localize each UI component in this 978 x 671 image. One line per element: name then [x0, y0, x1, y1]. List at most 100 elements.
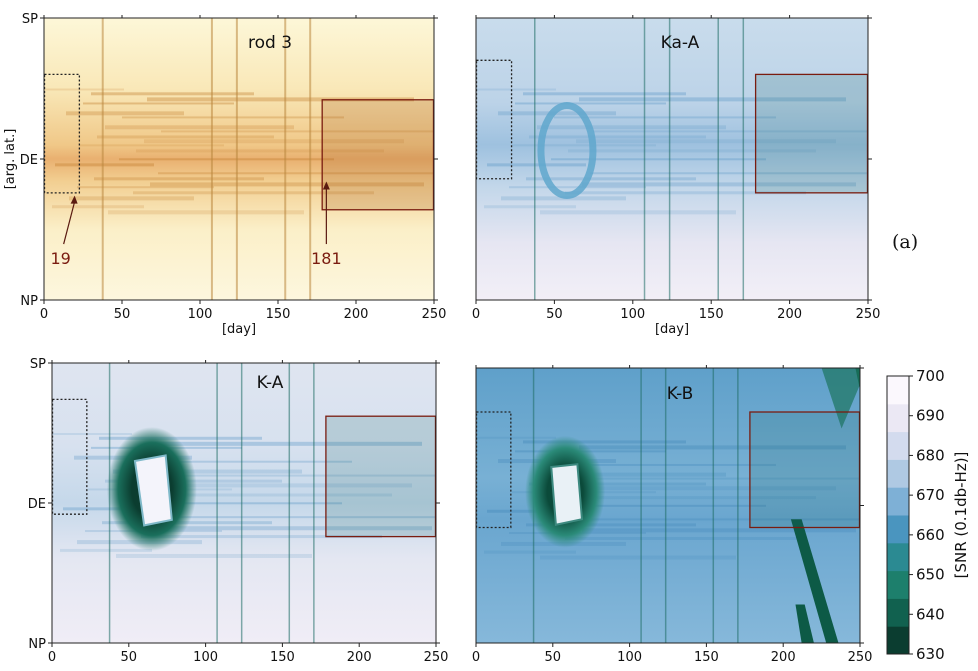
y-axis-label: [arg. lat.]: [3, 129, 18, 190]
x-tick-label: 250: [856, 307, 881, 322]
texture-streak: [158, 526, 432, 531]
heatmap-background: [44, 18, 434, 300]
box-shading: [325, 416, 436, 537]
x-tick-label: 100: [620, 307, 645, 322]
colorbar-step: [887, 570, 909, 599]
gap-line: [313, 363, 315, 643]
x-tick-label: 250: [424, 650, 449, 665]
texture-streak: [141, 535, 382, 539]
panel-title: K-B: [667, 384, 694, 404]
texture-streak: [52, 205, 144, 209]
texture-streak: [155, 441, 422, 446]
y-tick-label: SP: [22, 12, 38, 27]
colorbar-step: [887, 542, 909, 572]
x-tick-label: 100: [193, 650, 218, 665]
highlight-box-dotted: [43, 73, 81, 194]
x-tick-label: 100: [188, 307, 213, 322]
texture-streak: [122, 116, 344, 119]
texture-streak: [169, 474, 436, 477]
x-tick-label: 200: [771, 650, 796, 665]
box-shading: [321, 99, 434, 210]
x-tick-label: 0: [48, 650, 56, 665]
texture-streak: [476, 436, 556, 439]
texture-streak: [161, 130, 434, 133]
texture-streak: [166, 516, 436, 519]
gap-line: [101, 18, 104, 300]
box-shading: [755, 74, 868, 193]
y-tick-label: NP: [28, 637, 46, 652]
x-tick-label: 150: [694, 650, 719, 665]
colorbar-tick-label: 630: [916, 645, 945, 663]
diagonal-streak: [795, 604, 814, 643]
texture-streak: [144, 139, 404, 144]
colorbar-tick-label: 680: [916, 446, 945, 464]
panel-4: 0 50 100 150 200 250 K-B: [472, 365, 873, 665]
texture-streak: [69, 196, 194, 201]
box-shading: [749, 412, 860, 528]
texture-streak: [515, 102, 666, 105]
texture-streak: [119, 158, 334, 161]
diagonal-streak: [821, 368, 860, 429]
colorbar-step: [887, 431, 909, 460]
annotation-arrowhead: [322, 181, 330, 190]
colorbar-step: [887, 376, 909, 405]
texture-streak: [551, 158, 766, 161]
gap-line: [742, 18, 745, 300]
texture-streak: [80, 144, 224, 147]
texture-streak: [526, 523, 696, 527]
y-tick-label: SP: [30, 357, 46, 372]
x-tick-label: 200: [347, 650, 372, 665]
annotation-label: 181: [311, 249, 342, 268]
colorbar-step: [887, 487, 909, 516]
texture-streak: [66, 111, 184, 116]
x-tick-label: 150: [266, 307, 291, 322]
x-tick-label: 50: [545, 650, 562, 665]
x-axis-label: [day]: [222, 322, 256, 337]
texture-streak: [568, 496, 816, 500]
texture-streak: [551, 504, 766, 507]
texture-streak: [529, 135, 706, 139]
gap-line: [717, 18, 719, 300]
annotation-arrow: [63, 201, 76, 245]
colorbar-tick-label: 690: [916, 407, 945, 425]
texture-streak: [136, 149, 384, 153]
gap-line: [284, 18, 287, 300]
x-tick-label: 0: [472, 307, 480, 322]
texture-streak: [540, 210, 736, 215]
texture-streak: [144, 493, 392, 497]
x-tick-label: 50: [121, 650, 138, 665]
texture-streak: [568, 149, 816, 153]
colorbar-step: [887, 459, 909, 488]
texture-streak: [487, 163, 586, 167]
texture-streak: [537, 125, 726, 130]
x-tick-label: 250: [848, 650, 873, 665]
panel-title: Ka-A: [661, 33, 700, 53]
texture-streak: [537, 472, 726, 477]
x-tick-label: 150: [699, 307, 724, 322]
texture-streak: [582, 528, 856, 533]
panel-1: 0 50 100 150 200 250 [day] SP DE NP [arg. lat.] rod…: [3, 12, 446, 337]
texture-streak: [512, 144, 656, 147]
x-tick-label: 250: [422, 307, 447, 322]
highlight-box-dotted: [475, 59, 513, 180]
gap-line: [216, 363, 218, 643]
x-tick-label: 50: [546, 307, 563, 322]
colorbar-step: [887, 403, 909, 433]
gap-line: [534, 18, 536, 300]
x-tick-label: 100: [617, 650, 642, 665]
texture-streak: [44, 88, 124, 91]
conjunction-core: [133, 454, 173, 527]
figure-label: (a): [892, 231, 918, 253]
texture-streak: [94, 177, 264, 181]
texture-streak: [540, 555, 736, 560]
texture-streak: [55, 163, 154, 167]
colorbar-tick-label: 640: [916, 605, 945, 623]
texture-streak: [99, 436, 262, 440]
colorbar-tick-label: 700: [916, 367, 945, 385]
texture-streak: [579, 97, 846, 102]
texture-streak: [554, 116, 776, 119]
texture-streak: [523, 92, 686, 96]
texture-streak: [60, 548, 152, 552]
texture-streak: [565, 536, 806, 540]
